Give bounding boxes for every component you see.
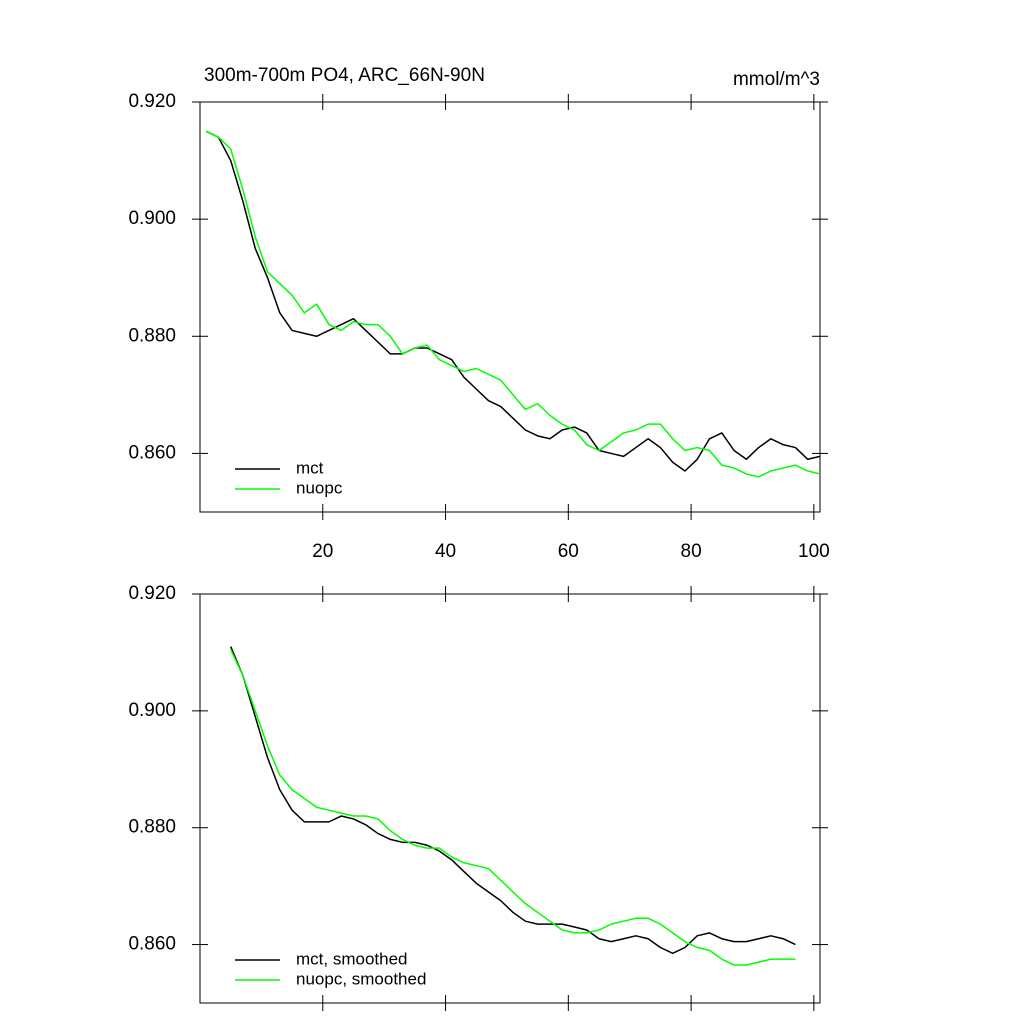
- y-tick-label: 0.860: [128, 934, 176, 955]
- y-tick-label: 0.920: [128, 91, 176, 112]
- y-tick-label: 0.860: [128, 442, 176, 463]
- series-line: [229, 646, 796, 955]
- series-line: [205, 130, 821, 472]
- y-tick-label: 0.880: [128, 325, 176, 346]
- x-tick-label: 100: [798, 541, 830, 562]
- series-line: [205, 130, 821, 478]
- x-tick-label: 60: [558, 541, 579, 562]
- y-tick-label: 0.880: [128, 817, 176, 838]
- legend-label: mct, smoothed: [296, 949, 408, 968]
- x-tick-label: 20: [312, 541, 333, 562]
- legend-label: mct: [296, 458, 324, 477]
- legend-label: nuopc: [296, 478, 343, 497]
- x-tick-label: 40: [435, 541, 456, 562]
- chart-title: 300m-700m PO4, ARC_66N-90N: [204, 65, 485, 86]
- plot-frame: [199, 101, 821, 513]
- units-label: mmol/m^3: [733, 69, 820, 90]
- y-tick-label: 0.900: [128, 208, 176, 229]
- plot-frame: [199, 593, 821, 1004]
- x-tick-label: 80: [681, 541, 702, 562]
- legend-label: nuopc, smoothed: [296, 969, 426, 988]
- y-tick-label: 0.900: [128, 700, 176, 721]
- series-line: [230, 649, 796, 966]
- y-tick-label: 0.920: [128, 583, 176, 604]
